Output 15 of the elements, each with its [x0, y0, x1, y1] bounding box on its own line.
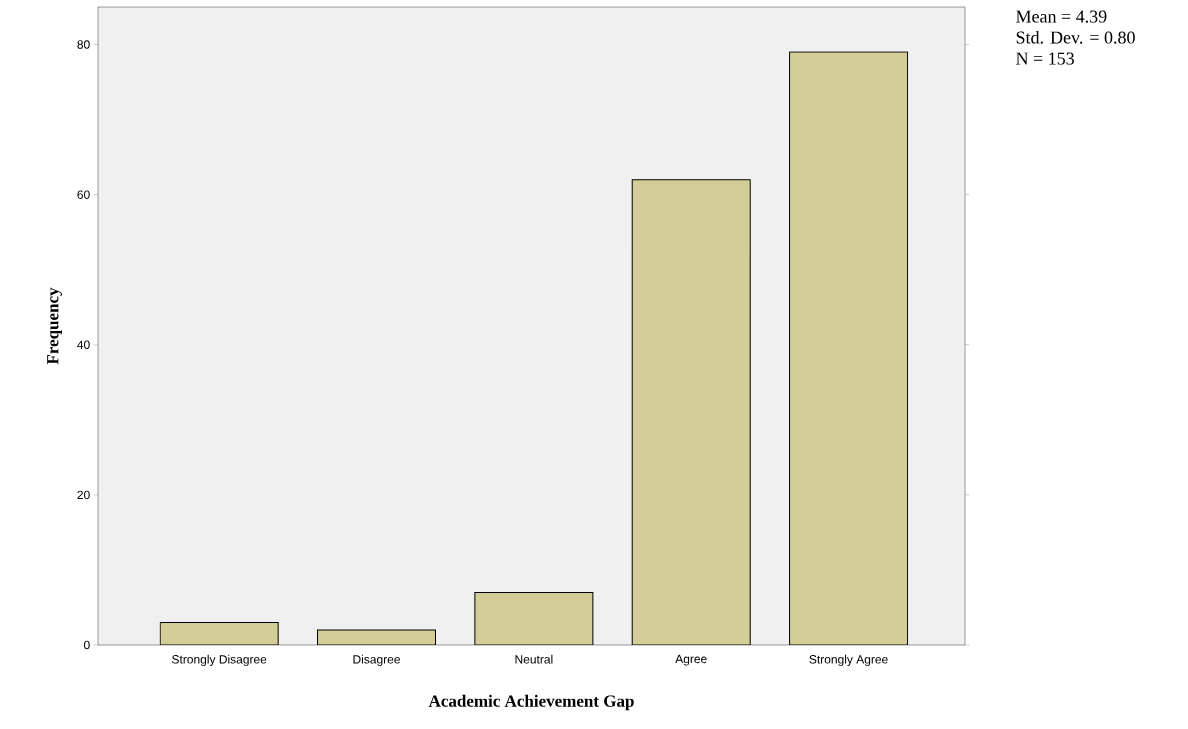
x-axis-title: Academic Achievement Gap	[428, 694, 634, 711]
y-tick-label: 40	[77, 340, 90, 350]
y-tick-label: 0	[84, 640, 90, 650]
x-tick-label: Strongly Agree	[809, 654, 888, 666]
y-tick-label: 80	[77, 40, 90, 49]
y-tick-label: 20	[77, 490, 90, 500]
x-tick-label: Agree	[675, 654, 707, 666]
text: N = 153	[1016, 52, 1074, 65]
x-tick-label: Disagree	[353, 654, 400, 666]
x-tick-label: Neutral	[515, 654, 553, 664]
text: Mean = 4.39	[1016, 10, 1107, 23]
text: Std. Dev. = 0.80	[1016, 30, 1135, 44]
x-tick-label: Strongly Disagree	[172, 654, 267, 666]
y-tick-label: 60	[77, 190, 90, 199]
y-axis-title: Frequency	[47, 287, 62, 365]
